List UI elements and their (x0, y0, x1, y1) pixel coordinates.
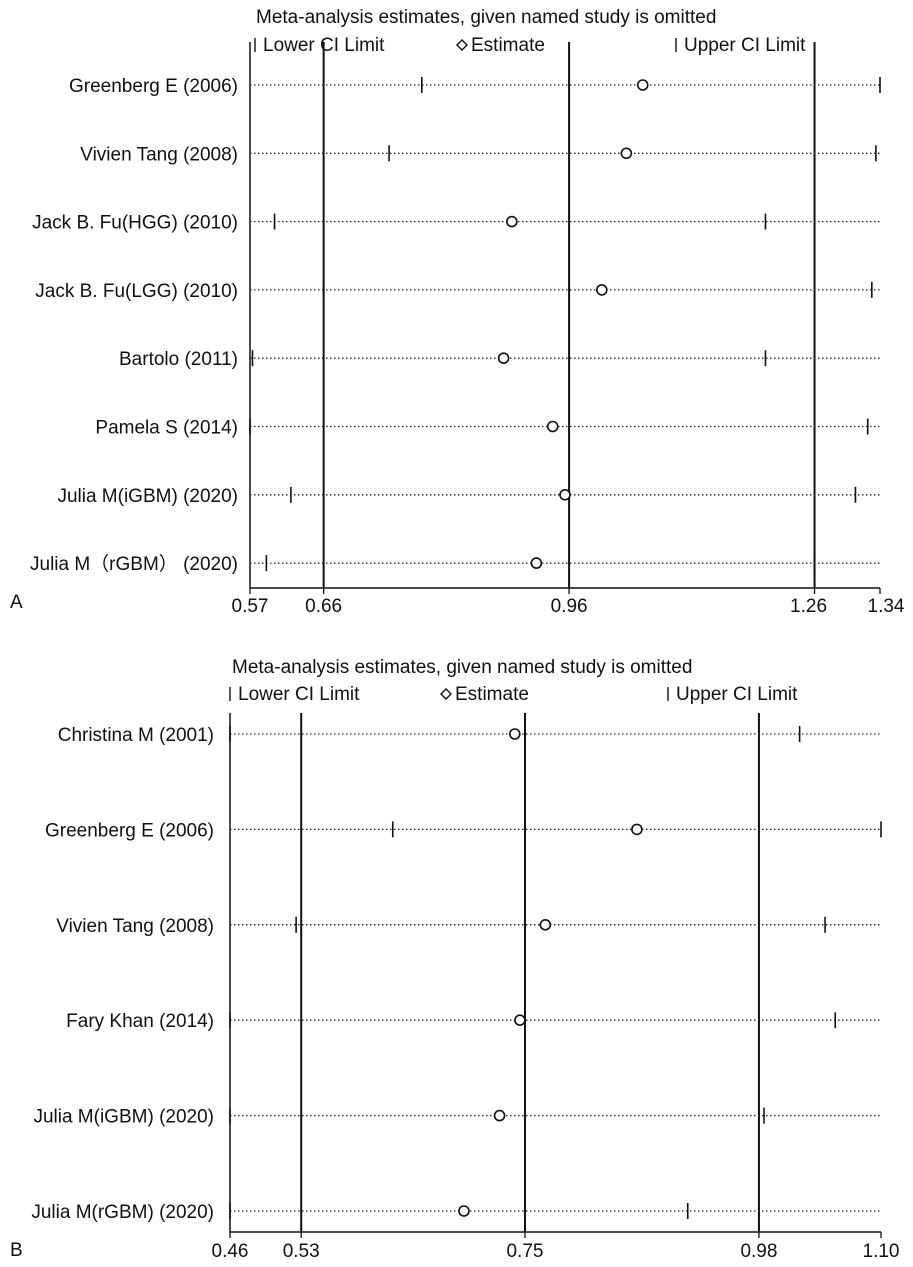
legend: Lower CI Limit Estimate Upper CI Limit (229, 684, 798, 705)
study-label: Vivien Tang (2008) (56, 916, 214, 937)
study-label: Julia M(rGBM) (2020) (31, 1202, 214, 1223)
panel-label: B (10, 1240, 23, 1261)
x-tick-label: 0.98 (740, 1241, 777, 1262)
forest-panel-b: Meta-analysis estimates, given named stu… (10, 657, 899, 1262)
estimate-point (514, 1014, 526, 1027)
legend-estimate-marker (456, 39, 468, 51)
x-tick-label: 0.53 (283, 1241, 320, 1262)
study-label: Christina M (2001) (58, 725, 214, 746)
x-tick-label: 1.26 (790, 596, 827, 617)
chart-title: Meta-analysis estimates, given named stu… (232, 657, 692, 678)
study-label: Fary Khan (2014) (66, 1011, 214, 1032)
study-row: Christina M (2001) (58, 725, 881, 746)
estimate-point (539, 918, 552, 931)
study-label: Greenberg E (2006) (45, 820, 214, 841)
study-label: Vivien Tang (2008) (80, 144, 238, 165)
study-row: Julia M(iGBM) (2020) (33, 1107, 881, 1128)
study-row: Vivien Tang (2008) (80, 144, 880, 165)
study-row: Fary Khan (2014) (66, 1011, 881, 1032)
estimate-point (546, 420, 559, 433)
study-label: Julia M（rGBM） (2020) (30, 553, 238, 575)
study-label: Jack B. Fu(HGG) (2010) (32, 213, 238, 234)
legend: Lower CI Limit Estimate Upper CI Limit (254, 35, 806, 56)
estimate-point (530, 557, 543, 569)
legend-estimate-label: Estimate (471, 35, 545, 56)
study-row: Julia M（rGBM） (2020) (30, 553, 880, 575)
study-row: Jack B. Fu(LGG) (2010) (35, 281, 880, 302)
legend-upper-label: Upper CI Limit (684, 35, 806, 56)
legend-upper-label: Upper CI Limit (676, 684, 798, 705)
study-label: Julia M(iGBM) (2020) (33, 1107, 214, 1128)
study-row: Vivien Tang (2008) (56, 916, 881, 937)
x-tick-label: 0.57 (232, 596, 269, 617)
estimate-point (509, 728, 521, 740)
panel-label: A (10, 592, 23, 613)
estimate-point (596, 284, 608, 296)
x-tick-label: 0.75 (506, 1241, 543, 1262)
study-row: Bartolo (2011) (119, 349, 880, 370)
x-tick-label: 0.66 (305, 596, 342, 617)
forest-panel-a: Meta-analysis estimates, given named stu… (10, 7, 905, 617)
study-label: Greenberg E (2006) (69, 76, 238, 97)
x-tick-label: 1.10 (863, 1241, 900, 1262)
study-row: Jack B. Fu(HGG) (2010) (32, 213, 880, 234)
x-tick-label: 0.46 (212, 1241, 249, 1262)
study-label: Julia M(iGBM) (2020) (57, 486, 238, 507)
legend-estimate-marker (440, 688, 452, 700)
x-tick-label: 1.34 (868, 596, 905, 617)
x-tick-label: 0.96 (551, 596, 588, 617)
estimate-point (636, 79, 649, 91)
study-row: Julia M(rGBM) (2020) (31, 1202, 881, 1223)
study-label: Bartolo (2011) (119, 349, 238, 370)
study-row: Julia M(iGBM) (2020) (57, 486, 880, 507)
estimate-point (458, 1205, 470, 1217)
study-label: Pamela S (2014) (95, 418, 238, 439)
estimate-point (559, 488, 571, 501)
study-row: Pamela S (2014) (95, 418, 880, 439)
legend-lower-label: Lower CI Limit (238, 684, 360, 705)
estimate-point (631, 823, 643, 836)
study-label: Jack B. Fu(LGG) (2010) (35, 281, 238, 302)
legend-estimate-label: Estimate (455, 684, 529, 705)
chart-title: Meta-analysis estimates, given named stu… (256, 7, 716, 28)
study-row: Greenberg E (2006) (45, 820, 882, 841)
estimate-point (497, 352, 510, 365)
estimate-point (620, 147, 633, 160)
estimate-point (506, 215, 518, 228)
estimate-point (493, 1109, 506, 1122)
study-row: Greenberg E (2006) (69, 76, 881, 97)
